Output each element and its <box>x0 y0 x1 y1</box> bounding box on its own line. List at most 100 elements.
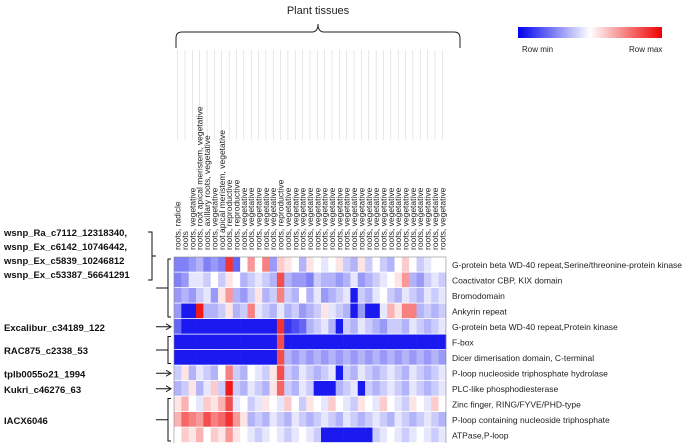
heatmap-cell <box>343 303 351 319</box>
heatmap-cell <box>357 319 366 334</box>
heatmap-cell <box>218 272 226 288</box>
heatmap-cell <box>262 396 270 412</box>
heatmap-cell <box>225 365 234 381</box>
heatmap-cell <box>387 412 395 427</box>
heatmap-cell <box>416 365 425 381</box>
heatmap-cell <box>379 350 388 365</box>
heatmap-cell <box>431 334 439 350</box>
heatmap-cell <box>401 365 410 381</box>
heatmap-cell <box>225 396 234 412</box>
heatmap-cell <box>350 350 359 365</box>
heatmap-cell <box>438 396 447 412</box>
heatmap-cell <box>203 427 212 443</box>
heatmap-cell <box>335 257 344 272</box>
heatmap-cell <box>218 319 226 334</box>
column-label: roots, vegetative <box>327 187 337 250</box>
heatmap-cell <box>423 381 432 396</box>
heatmap-cell <box>203 381 212 396</box>
heatmap-cell <box>409 303 417 319</box>
heatmap-cell <box>284 412 292 427</box>
heatmap-cell <box>291 272 300 288</box>
heatmap-cell <box>328 381 336 396</box>
heatmap-cell <box>387 365 395 381</box>
heatmap-cell <box>328 257 336 272</box>
heatmap-cell <box>343 365 351 381</box>
heatmap-cell <box>254 272 263 288</box>
heatmap-cell <box>357 303 366 319</box>
heatmap-cell <box>379 288 388 303</box>
heatmap-cell <box>409 350 417 365</box>
heatmap-cell <box>188 350 197 365</box>
heatmap-cell <box>372 257 381 272</box>
heatmap-cell <box>313 427 322 443</box>
row-labels: G-protein beta WD-40 repeat,Serine/threo… <box>452 260 682 441</box>
heatmap-cell <box>298 412 307 427</box>
heatmap-cell <box>401 303 410 319</box>
heatmap-cell <box>181 257 189 272</box>
heatmap-cell <box>431 412 439 427</box>
heatmap-cell <box>203 412 212 427</box>
heatmap-cell <box>196 381 204 396</box>
column-label: roots, vegetative <box>349 187 359 250</box>
heatmap-cell <box>379 381 388 396</box>
heatmap-cell <box>438 319 447 334</box>
column-label: root apical meristem, vegetative <box>217 130 227 250</box>
heatmap-cell <box>276 427 285 443</box>
heatmap-cell <box>218 396 226 412</box>
heatmap-cell <box>188 303 197 319</box>
heatmap-cell <box>247 288 256 303</box>
heatmap-cell <box>365 350 373 365</box>
heatmap-cell <box>431 272 439 288</box>
heatmap-cell <box>438 257 447 272</box>
heatmap-cell <box>321 272 329 288</box>
heatmap-border <box>173 256 447 443</box>
heatmap-cell <box>343 427 351 443</box>
heatmap-cell <box>247 319 256 334</box>
heatmap-cell <box>431 365 439 381</box>
heatmap-cell <box>276 365 285 381</box>
heatmap-cell <box>394 412 403 427</box>
heatmap-cell <box>181 319 189 334</box>
heatmap-cell <box>269 427 278 443</box>
heatmap-cell <box>350 319 359 334</box>
heatmap-cell <box>262 288 270 303</box>
heatmap-cell <box>218 334 226 350</box>
column-label: roots, vegetative <box>386 187 396 250</box>
heatmap-cell <box>328 288 336 303</box>
heatmap-cell <box>431 381 439 396</box>
row-label: Bromodomain <box>452 291 505 301</box>
marker-arrow-head <box>165 323 172 331</box>
heatmap-cell <box>357 257 366 272</box>
legend-color-bar <box>518 27 662 38</box>
heatmap-cell <box>262 303 270 319</box>
heatmap-cell <box>181 412 189 427</box>
heatmap-cell <box>254 427 263 443</box>
heatmap-cell <box>321 319 329 334</box>
heatmap-cell <box>306 303 314 319</box>
heatmap-cell <box>372 381 381 396</box>
heatmap-cell <box>188 288 197 303</box>
heatmap-cells <box>173 256 447 443</box>
heatmap-cell <box>284 396 292 412</box>
heatmap-cell <box>210 319 219 334</box>
row-label: Zinc finger, RING/FYVE/PHD-type <box>452 399 581 409</box>
heatmap-cell <box>188 412 197 427</box>
heatmap-cell <box>298 381 307 396</box>
heatmap-cell <box>284 350 292 365</box>
heatmap-cell <box>181 303 189 319</box>
heatmap-cell <box>357 396 366 412</box>
heatmap-cell <box>438 303 447 319</box>
heatmap-cell <box>416 412 425 427</box>
heatmap-cell <box>181 350 189 365</box>
heatmap-cell <box>357 350 366 365</box>
heatmap-cell <box>188 257 197 272</box>
heatmap-cell <box>335 303 344 319</box>
marker-label: IACX6046 <box>4 416 48 427</box>
heatmap-cell <box>350 288 359 303</box>
heatmap-cell <box>298 272 307 288</box>
heatmap-cell <box>394 427 403 443</box>
heatmap-cell <box>313 365 322 381</box>
chart-title: Plant tissues <box>287 5 350 17</box>
heatmap-cell <box>357 381 366 396</box>
